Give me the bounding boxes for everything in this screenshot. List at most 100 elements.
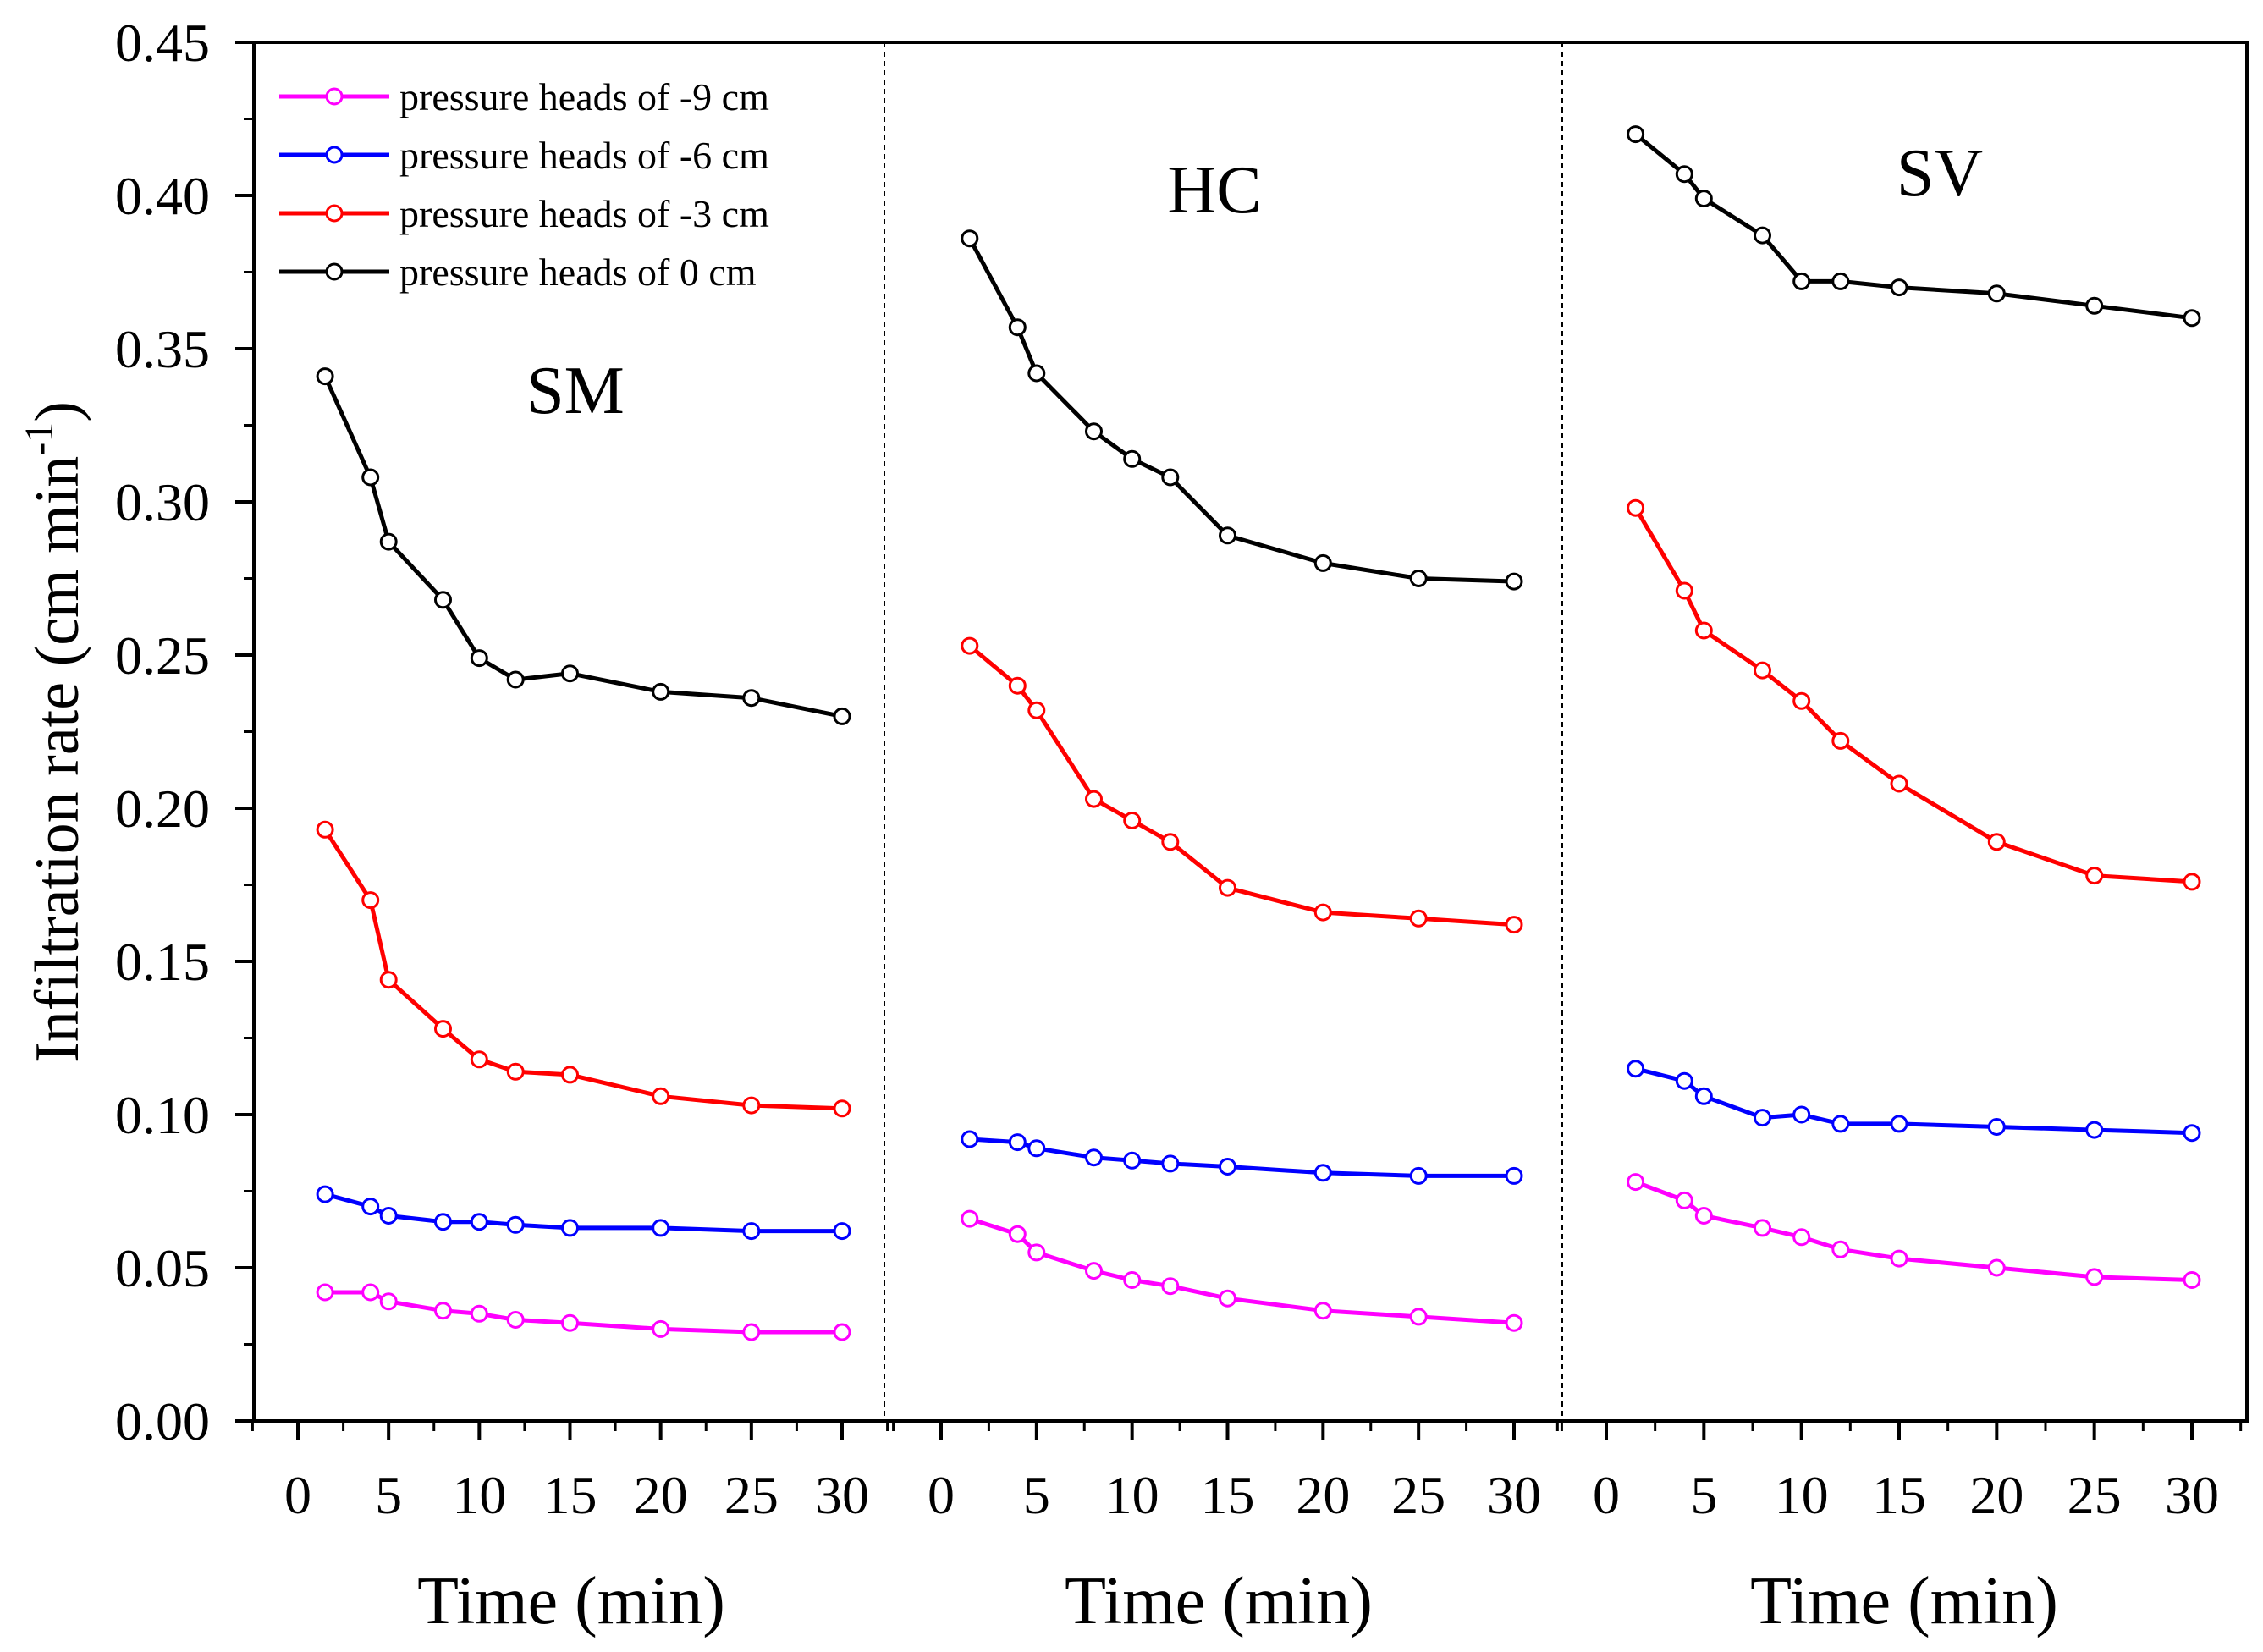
data-point [2085, 296, 2104, 315]
data-point [1792, 1228, 1811, 1247]
data-point [1675, 1071, 1693, 1090]
x-tick-label: 20 [634, 1465, 688, 1525]
data-point [1313, 903, 1332, 922]
data-point [961, 1209, 979, 1228]
data-point [316, 367, 334, 386]
data-point [1792, 691, 1811, 710]
data-point [1123, 1151, 1142, 1170]
data-point [1792, 1105, 1811, 1124]
data-point [379, 1207, 398, 1225]
data-point [1694, 1087, 1713, 1105]
data-point [1890, 278, 1908, 297]
data-point [561, 1313, 579, 1332]
data-point [1085, 790, 1103, 808]
x-tick-label: 20 [1296, 1465, 1350, 1525]
data-point [1675, 165, 1693, 184]
data-point [1085, 422, 1103, 441]
data-point [1627, 125, 1645, 144]
data-point [561, 1066, 579, 1084]
data-point [470, 1304, 488, 1323]
legend-label: pressure heads of -9 cm [399, 75, 769, 118]
data-point [961, 1130, 979, 1148]
data-point [742, 1323, 761, 1341]
data-point [1505, 572, 1523, 591]
x-tick-label: 25 [1391, 1465, 1445, 1525]
data-point [1694, 1207, 1713, 1225]
data-point [1627, 1060, 1645, 1078]
data-point [1409, 1308, 1428, 1326]
data-point [1219, 1158, 1236, 1176]
y-tick-label: 0.05 [115, 1238, 210, 1298]
data-point [1008, 676, 1027, 695]
panel-title: HC [1167, 153, 1261, 228]
legend-label: pressure heads of 0 cm [399, 251, 757, 294]
x-tick-label: 10 [1775, 1465, 1829, 1525]
data-point [1754, 226, 1771, 245]
data-point [2183, 873, 2201, 891]
data-point [1219, 878, 1236, 897]
data-point [1754, 1219, 1771, 1237]
data-point [1027, 1243, 1046, 1262]
data-point [434, 1213, 452, 1231]
x-axis-label: Time (min) [1750, 1564, 2058, 1638]
data-point [1987, 284, 2006, 303]
data-point [1675, 581, 1693, 600]
y-tick-label: 0.40 [115, 166, 210, 226]
series-line [1633, 506, 2193, 884]
data-point [379, 1292, 398, 1311]
data-point [1831, 1115, 1850, 1133]
series-line [969, 1137, 1514, 1178]
x-tick-label: 0 [1593, 1465, 1620, 1525]
y-axis-label-close: ) [23, 401, 92, 422]
data-point [1505, 1166, 1523, 1185]
data-point [434, 1020, 452, 1038]
x-tick-label: 15 [543, 1465, 597, 1525]
panel-title: SV [1897, 136, 1983, 211]
data-point [1027, 364, 1046, 383]
series-line [1634, 1180, 2193, 1282]
data-point [1313, 553, 1332, 572]
data-point [379, 971, 398, 989]
data-point [1987, 833, 2006, 851]
data-point [2085, 867, 2104, 885]
x-tick-label: 15 [1201, 1465, 1255, 1525]
y-axis-label: Infiltration rate (cm min-1) [17, 401, 92, 1063]
data-point [1161, 1154, 1180, 1173]
x-tick-label: 20 [1969, 1465, 2023, 1525]
data-point [1831, 731, 1850, 750]
legend-swatch-marker [325, 204, 344, 223]
data-point [361, 1198, 380, 1216]
data-point [742, 689, 761, 708]
data-point [1085, 1148, 1103, 1167]
data-point [434, 591, 452, 609]
y-tick-label: 0.10 [115, 1085, 210, 1145]
data-point [1409, 570, 1428, 587]
x-axis-label: Time (min) [417, 1564, 725, 1638]
data-point [1161, 468, 1180, 487]
data-point [470, 649, 488, 668]
data-point [833, 707, 851, 725]
data-point [1313, 1302, 1332, 1320]
data-point [1627, 498, 1645, 517]
data-point [1161, 1277, 1180, 1296]
data-point [506, 1311, 525, 1329]
data-point [1409, 909, 1428, 928]
data-point [316, 820, 334, 839]
data-point [961, 229, 979, 248]
y-tick-label: 0.20 [115, 779, 210, 839]
data-point [1085, 1262, 1103, 1280]
legend-label: pressure heads of -3 cm [399, 192, 769, 235]
data-point [1890, 1115, 1908, 1133]
x-tick-label: 30 [2165, 1465, 2219, 1525]
data-point [652, 1087, 670, 1105]
x-tick-label: 10 [452, 1465, 506, 1525]
data-point [2183, 1271, 2201, 1289]
data-point [1890, 1249, 1908, 1268]
data-point [1890, 774, 1908, 793]
data-point [1627, 1173, 1645, 1192]
series-line [969, 1216, 1515, 1325]
data-point [361, 468, 380, 487]
x-tick-label: 30 [815, 1465, 869, 1525]
data-point [470, 1050, 488, 1069]
